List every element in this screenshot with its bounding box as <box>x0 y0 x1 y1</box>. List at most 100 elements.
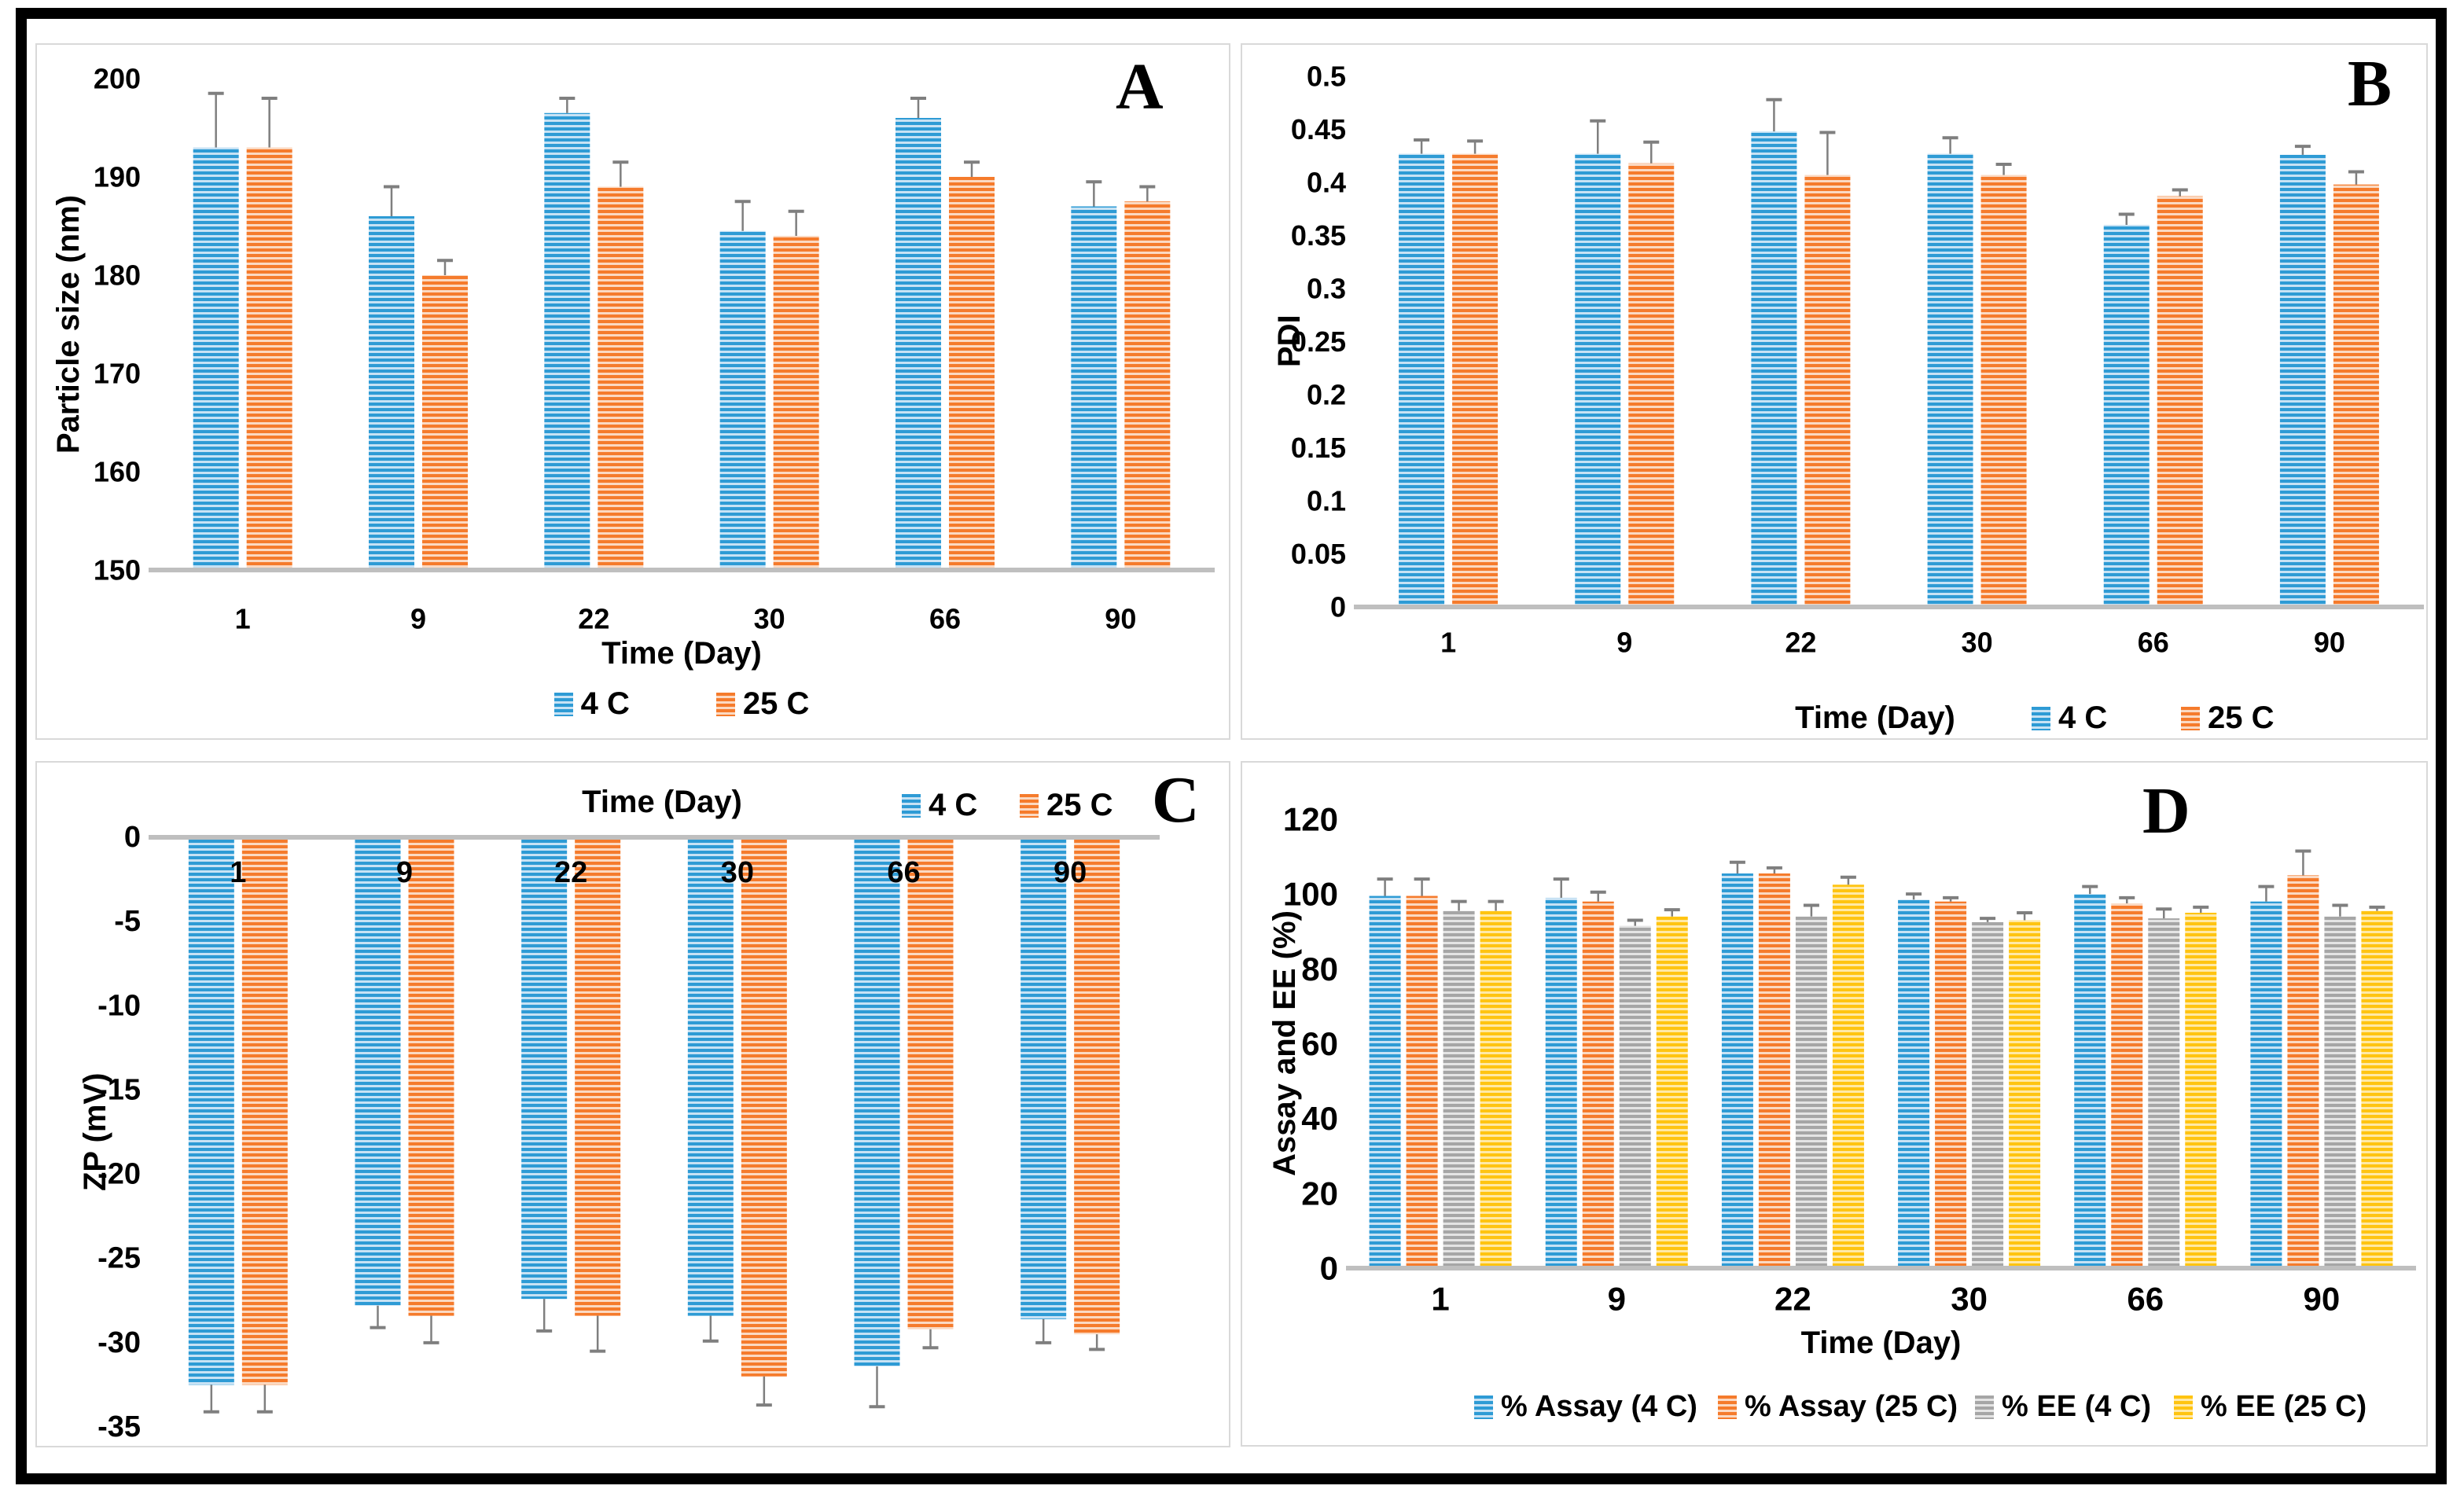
y-tick-label: 0.15 <box>1291 432 1346 464</box>
bar-25 C-day30 <box>1980 175 2027 608</box>
bar-% EE (4 C)-day22 <box>1795 916 1827 1268</box>
bar-% Assay (25 C)-day30 <box>1935 901 1967 1268</box>
y-tick-label: 170 <box>94 358 141 390</box>
x-category-label: 9 <box>1616 627 1632 659</box>
legend-item-ee-25c: % EE (25 C) <box>2174 1390 2367 1424</box>
panel-c-letter: C <box>1152 763 1200 837</box>
legend-item-4c: 4 C <box>2032 701 2107 736</box>
x-category-label: 90 <box>1105 603 1136 635</box>
bar-25 C-day1 <box>1452 153 1499 608</box>
y-tick-label: 0.1 <box>1307 485 1346 517</box>
bar-25 C-day9 <box>422 275 468 570</box>
x-category-label: 66 <box>2138 627 2169 659</box>
x-category-label: 9 <box>1608 1281 1626 1318</box>
y-tick-label: 0.2 <box>1307 379 1346 411</box>
bar-% Assay (25 C)-day1 <box>1406 895 1438 1268</box>
x-category-label: 90 <box>1054 856 1087 889</box>
x-category-label: 30 <box>754 603 785 635</box>
bar-% Assay (4 C)-day30 <box>1898 899 1930 1268</box>
y-tick-label: 80 <box>1301 951 1338 987</box>
x-category-label: 1 <box>1440 627 1456 659</box>
y-tick-label: 0.4 <box>1307 167 1346 199</box>
bar-% Assay (4 C)-day66 <box>2074 894 2106 1268</box>
legend-label-25c: 25 C <box>2208 701 2275 735</box>
bar-% EE (4 C)-day9 <box>1619 925 1651 1268</box>
bar-4 C-day22 <box>1751 131 1797 607</box>
bar-25 C-day90 <box>1074 837 1120 1335</box>
y-tick-label: 40 <box>1301 1100 1338 1137</box>
panel-a-legend: 4 C 25 C <box>155 686 1208 722</box>
bar-4 C-day90 <box>2279 154 2326 607</box>
legend-swatch-25c-icon <box>1020 793 1039 818</box>
bar-% Assay (4 C)-day1 <box>1369 895 1401 1268</box>
bar-25 C-day66 <box>907 837 954 1329</box>
legend-swatch-25c-icon <box>715 692 735 716</box>
panel-c-x-axis-title: Time (Day) <box>582 785 742 819</box>
panel-a: 150 160 170 180 190 200 1 9 22 30 66 90 Particle si… <box>35 43 1230 740</box>
panel-a-letter: A <box>1116 50 1164 123</box>
panel-a-chart: 150 160 170 180 190 200 1 9 22 30 66 90 <box>94 63 1215 635</box>
bar-4 C-day22 <box>544 112 590 570</box>
bar-% EE (4 C)-day66 <box>2148 918 2180 1268</box>
panel-d-chart: 0 20 40 60 80 100 120 1 9 22 30 66 90 <box>1283 801 2416 1318</box>
x-category-label: 66 <box>887 856 920 889</box>
legend-label-ee-4c: % EE (4 C) <box>2002 1390 2152 1423</box>
x-category-label: 1 <box>235 603 251 635</box>
bar-% Assay (4 C)-day90 <box>2250 901 2282 1268</box>
bar-4 C-day9 <box>355 837 401 1306</box>
bar-4 C-day9 <box>1575 153 1621 608</box>
bar-4 C-day30 <box>687 837 734 1316</box>
legend-swatch-assay-4c-icon <box>1474 1395 1493 1419</box>
bar-4 C-day30 <box>1927 153 1973 608</box>
bar-25 C-day66 <box>2157 196 2203 608</box>
y-tick-label: -15 <box>97 1073 141 1106</box>
bar-% EE (25 C)-day1 <box>1480 910 1512 1268</box>
bar-% Assay (25 C)-day90 <box>2287 875 2319 1268</box>
x-category-label: 90 <box>2304 1281 2341 1318</box>
bar-25 C-day9 <box>1628 163 1675 607</box>
y-tick-label: -30 <box>97 1326 141 1359</box>
bar-25 C-day22 <box>1804 175 1851 608</box>
legend-label-25c: 25 C <box>742 686 810 721</box>
bar-% EE (4 C)-day90 <box>2324 916 2356 1268</box>
bar-4 C-day66 <box>854 837 900 1366</box>
panel-c: 0 -5 -10 -15 -20 -25 -30 -35 1 9 22 30 66 90 ZP (mV) … <box>35 761 1230 1447</box>
y-tick-label: 0.35 <box>1291 219 1346 252</box>
legend-item-25c: 25 C <box>1020 788 1113 823</box>
x-category-label: 9 <box>410 603 426 635</box>
bar-25 C-day1 <box>246 147 292 570</box>
legend-label-25c: 25 C <box>1046 788 1113 822</box>
bar-4 C-day30 <box>719 230 766 570</box>
legend-item-4c: 4 C <box>553 686 630 722</box>
x-category-label: 22 <box>578 603 609 635</box>
x-category-label: 22 <box>1774 1281 1811 1318</box>
bar-4 C-day66 <box>2103 225 2150 607</box>
bar-% EE (25 C)-day9 <box>1656 916 1688 1268</box>
legend-swatch-4c-icon <box>902 793 921 818</box>
x-category-label: 9 <box>396 856 413 889</box>
x-category-label: 90 <box>2314 627 2345 659</box>
y-tick-label: -25 <box>97 1242 141 1275</box>
x-category-label: 22 <box>1785 627 1816 659</box>
y-tick-label: 20 <box>1301 1175 1338 1212</box>
y-tick-label: 200 <box>94 63 141 95</box>
y-tick-label: 0.45 <box>1291 113 1346 145</box>
bar-% Assay (4 C)-day9 <box>1545 897 1577 1268</box>
legend-label-4c: 4 C <box>2058 701 2108 735</box>
panel-a-y-axis-title: Particle size (nm) <box>51 194 86 454</box>
legend-swatch-assay-25c-icon <box>1718 1395 1737 1419</box>
bar-4 C-day1 <box>188 837 234 1385</box>
y-tick-label: 160 <box>94 456 141 488</box>
panel-b-x-axis-title: Time (Day) <box>1795 701 1955 735</box>
legend-swatch-25c-icon <box>2181 706 2200 730</box>
panel-d-x-axis-title: Time (Day) <box>1800 1326 1962 1360</box>
y-tick-label: 0.25 <box>1291 325 1346 358</box>
panel-c-chart: 0 -5 -10 -15 -20 -25 -30 -35 1 9 22 30 66 90 <box>97 821 1160 1443</box>
legend-label-4c: 4 C <box>929 788 978 822</box>
x-category-label: 30 <box>721 856 754 889</box>
y-tick-label: -20 <box>97 1158 141 1191</box>
legend-item-25c: 25 C <box>2181 701 2275 736</box>
y-tick-label: 0 <box>1330 591 1346 623</box>
bar-% EE (4 C)-day1 <box>1443 910 1475 1268</box>
bar-% EE (25 C)-day66 <box>2185 912 2217 1268</box>
